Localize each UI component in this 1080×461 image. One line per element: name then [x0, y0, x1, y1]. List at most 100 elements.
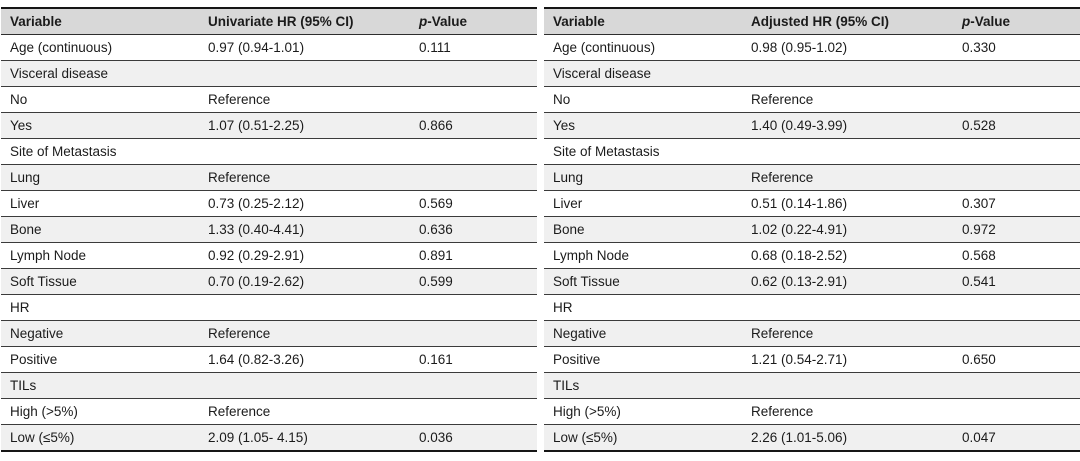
table-row: Low (≤5%) 2.09 (1.05- 4.15) 0.036	[1, 424, 537, 452]
hr-ci-cell	[742, 372, 953, 399]
hr-ci-cell: 0.92 (0.29-2.91)	[199, 242, 410, 269]
category-row: Visceral disease	[1, 60, 537, 87]
table-row: Bone 1.33 (0.40-4.41) 0.636	[1, 216, 537, 243]
hr-tables-container: Variable Univariate HR (95% CI) p-Value …	[1, 7, 1080, 452]
hr-ci-cell: 0.62 (0.13-2.91)	[742, 268, 953, 295]
p-value-cell	[953, 164, 1080, 191]
hr-ci-cell: 1.21 (0.54-2.71)	[742, 346, 953, 373]
column-header-adjusted-hr: Adjusted HR (95% CI)	[742, 8, 953, 35]
table-row: Lung Reference	[1, 164, 537, 191]
variable-cell: Negative	[544, 320, 742, 347]
column-header-univariate-hr: Univariate HR (95% CI)	[199, 8, 410, 35]
category-row: TILs	[544, 372, 1080, 399]
table-row: Liver 0.73 (0.25-2.12) 0.569	[1, 190, 537, 217]
variable-cell: Positive	[544, 346, 742, 373]
hr-ci-cell: 1.02 (0.22-4.91)	[742, 216, 953, 243]
table-row: Negative Reference	[544, 320, 1080, 347]
hr-ci-cell: Reference	[742, 86, 953, 113]
univariate-table-header: Variable Univariate HR (95% CI) p-Value	[1, 8, 537, 35]
p-value-cell	[953, 86, 1080, 113]
p-value-cell	[953, 294, 1080, 321]
table-row: Lymph Node 0.92 (0.29-2.91) 0.891	[1, 242, 537, 269]
p-value-cell	[410, 164, 537, 191]
category-row: HR	[544, 294, 1080, 321]
p-value-cell: 0.650	[953, 346, 1080, 373]
p-value-cell: 0.541	[953, 268, 1080, 295]
p-value-cell: 0.636	[410, 216, 537, 243]
p-value-cell: 0.307	[953, 190, 1080, 217]
variable-cell: Low (≤5%)	[544, 424, 742, 452]
table-row: High (>5%) Reference	[1, 398, 537, 425]
p-value-cell: 0.528	[953, 112, 1080, 139]
variable-cell: No	[1, 86, 199, 113]
univariate-analysis-table: Variable Univariate HR (95% CI) p-Value …	[1, 7, 537, 452]
p-value-cell	[953, 398, 1080, 425]
hr-ci-cell: 1.33 (0.40-4.41)	[199, 216, 410, 243]
variable-cell: High (>5%)	[1, 398, 199, 425]
p-value-cell	[410, 398, 537, 425]
variable-cell: Lymph Node	[544, 242, 742, 269]
variable-cell: Yes	[1, 112, 199, 139]
variable-cell: Visceral disease	[1, 60, 199, 87]
variable-cell: HR	[1, 294, 199, 321]
hr-ci-cell	[742, 60, 953, 87]
column-header-p-value: p-Value	[410, 8, 537, 35]
hr-ci-cell: Reference	[742, 320, 953, 347]
hr-ci-cell: Reference	[199, 320, 410, 347]
variable-cell: Positive	[1, 346, 199, 373]
header-row: Variable Univariate HR (95% CI) p-Value	[1, 8, 537, 35]
variable-cell: Visceral disease	[544, 60, 742, 87]
p-value-cell	[953, 372, 1080, 399]
table-row: Soft Tissue 0.70 (0.19-2.62) 0.599	[1, 268, 537, 295]
hr-ci-cell: 2.09 (1.05- 4.15)	[199, 424, 410, 452]
p-value-cell	[953, 60, 1080, 87]
variable-cell: Lung	[544, 164, 742, 191]
variable-cell: Age (continuous)	[1, 34, 199, 61]
hr-ci-cell: Reference	[742, 164, 953, 191]
p-value-cell	[410, 320, 537, 347]
table-row: No Reference	[544, 86, 1080, 113]
p-value-cell	[410, 86, 537, 113]
column-header-variable: Variable	[1, 8, 199, 35]
hr-ci-cell: Reference	[742, 398, 953, 425]
p-value-cell: 0.972	[953, 216, 1080, 243]
hr-ci-cell	[199, 60, 410, 87]
hr-ci-cell: Reference	[199, 398, 410, 425]
hr-ci-cell: 0.51 (0.14-1.86)	[742, 190, 953, 217]
variable-cell: Liver	[1, 190, 199, 217]
variable-cell: TILs	[1, 372, 199, 399]
variable-cell: Site of Metastasis	[1, 138, 199, 165]
table-row: Lung Reference	[544, 164, 1080, 191]
hr-ci-cell: Reference	[199, 86, 410, 113]
hr-ci-cell: 0.68 (0.18-2.52)	[742, 242, 953, 269]
p-value-cell	[410, 60, 537, 87]
p-value-cell: 0.111	[410, 34, 537, 61]
variable-cell: Soft Tissue	[544, 268, 742, 295]
hr-ci-cell: Reference	[199, 164, 410, 191]
hr-ci-cell	[742, 138, 953, 165]
category-row: Site of Metastasis	[1, 138, 537, 165]
hr-ci-cell	[199, 372, 410, 399]
p-value-italic-p: p	[419, 14, 428, 29]
variable-cell: Low (≤5%)	[1, 424, 199, 452]
p-value-cell: 0.161	[410, 346, 537, 373]
variable-cell: Bone	[544, 216, 742, 243]
p-value-cell: 0.330	[953, 34, 1080, 61]
p-value-cell: 0.036	[410, 424, 537, 452]
table-row: Yes 1.40 (0.49-3.99) 0.528	[544, 112, 1080, 139]
variable-cell: Lung	[1, 164, 199, 191]
p-value-cell: 0.599	[410, 268, 537, 295]
variable-cell: High (>5%)	[544, 398, 742, 425]
p-value-cell	[410, 372, 537, 399]
adjusted-table-body: Age (continuous) 0.98 (0.95-1.02) 0.330 Vis…	[544, 34, 1080, 452]
category-row: TILs	[1, 372, 537, 399]
p-value-cell: 0.866	[410, 112, 537, 139]
p-value-cell	[410, 138, 537, 165]
hr-ci-cell: 1.07 (0.51-2.25)	[199, 112, 410, 139]
variable-cell: Yes	[544, 112, 742, 139]
hr-ci-cell: 1.64 (0.82-3.26)	[199, 346, 410, 373]
variable-cell: Age (continuous)	[544, 34, 742, 61]
variable-cell: HR	[544, 294, 742, 321]
variable-cell: Lymph Node	[1, 242, 199, 269]
